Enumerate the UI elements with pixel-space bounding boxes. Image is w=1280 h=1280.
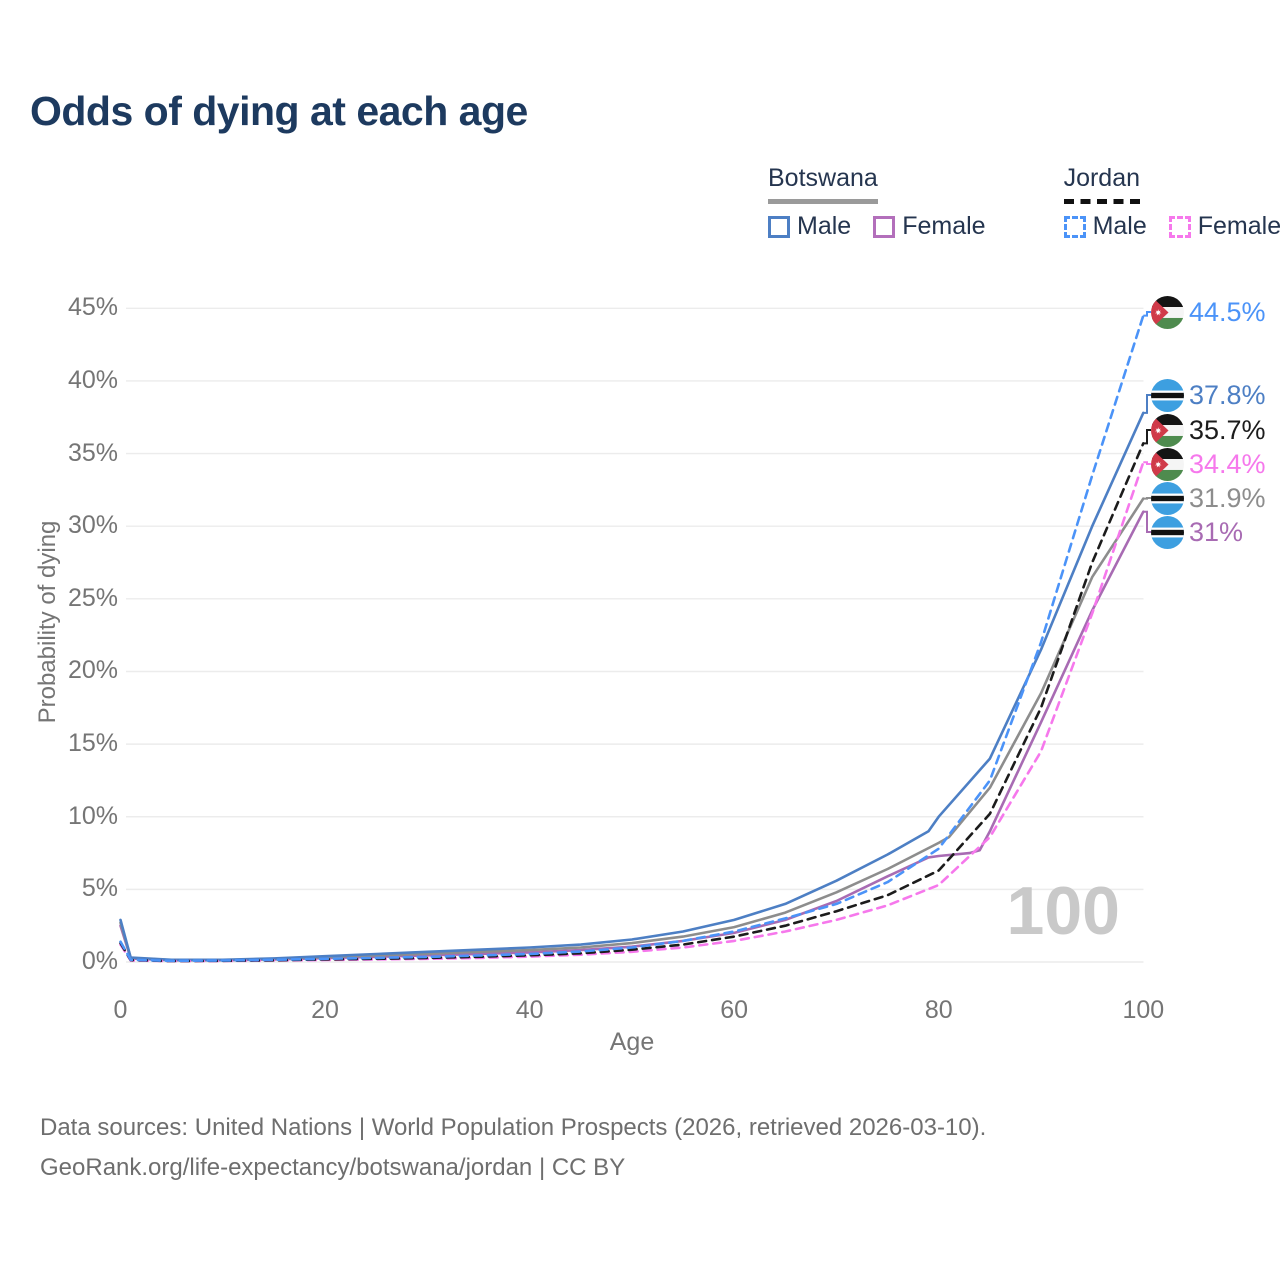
- jordan-female-swatch: [1168, 215, 1191, 238]
- botswana-male-swatch: [768, 215, 790, 238]
- page-title: Odds of dying at each age: [30, 88, 528, 134]
- end-label-value: 44.5%: [1189, 296, 1266, 327]
- legend-label: Female: [902, 212, 986, 240]
- x-tick-label: 20: [311, 996, 339, 1024]
- y-tick-label: 40%: [67, 365, 118, 394]
- jordan-flag-icon: [1151, 295, 1184, 329]
- legend-label: Female: [1197, 212, 1280, 240]
- legend-label: Male: [1092, 212, 1147, 240]
- y-tick-label: 45%: [67, 293, 118, 322]
- botswana-female-swatch: [873, 215, 896, 238]
- y-tick-label: 0%: [81, 947, 118, 975]
- end-label-jordan-female: 34.4%: [1151, 447, 1266, 481]
- x-axis-title: Age: [609, 1028, 655, 1056]
- botswana-flag-icon: [1151, 481, 1184, 515]
- legend-item-jordan-male: Male: [1063, 212, 1147, 241]
- line-jordan-both[interactable]: [119, 442, 1145, 963]
- x-tick-label: 100: [1122, 996, 1165, 1024]
- end-label-value: 37.8%: [1189, 379, 1266, 410]
- end-label-jordan-male: 44.5%: [1151, 295, 1266, 329]
- end-label-connector: [1143, 311, 1151, 317]
- x-tick-label: 60: [720, 996, 749, 1024]
- legend-label: Male: [797, 212, 852, 240]
- footer-link: GeoRank.org/life-expectancy/botswana/jor…: [40, 1154, 626, 1181]
- legend-item-botswana-female: Female: [873, 212, 986, 241]
- y-tick-label: 20%: [67, 656, 118, 685]
- end-label-connector: [1143, 394, 1151, 414]
- line-jordan-female[interactable]: [119, 460, 1145, 963]
- footer-sources: Data sources: United Nations | World Pop…: [40, 1114, 987, 1141]
- end-label-botswana-male: 37.8%: [1151, 378, 1266, 412]
- legend-group-botswana: Botswana Male Female: [768, 164, 986, 241]
- x-tick-label: 40: [515, 996, 544, 1024]
- legend-item-botswana-male: Male: [768, 212, 851, 241]
- end-label-value: 35.7%: [1189, 414, 1266, 445]
- jordan-male-swatch: [1063, 215, 1086, 238]
- hover-age-watermark: 100: [1006, 873, 1120, 949]
- x-tick-label: 0: [113, 996, 128, 1024]
- legend-item-jordan-female: Female: [1168, 212, 1280, 241]
- legend-country-jordan: Jordan: [1063, 164, 1141, 204]
- end-label-value: 31%: [1189, 516, 1244, 547]
- end-label-connector: [1143, 497, 1151, 500]
- legend-country-botswana: Botswana: [768, 164, 878, 204]
- y-tick-label: 15%: [67, 729, 118, 758]
- y-tick-label: 10%: [67, 801, 118, 830]
- end-label-botswana-both: 31.9%: [1151, 481, 1266, 515]
- legend-group-jordan: Jordan Male Female: [1063, 164, 1280, 241]
- end-label-connector: [1143, 510, 1151, 533]
- y-tick-label: 5%: [81, 874, 118, 903]
- end-label-connector: [1143, 429, 1151, 445]
- end-label-value: 34.4%: [1189, 448, 1266, 479]
- botswana-flag-icon: [1151, 515, 1184, 549]
- y-tick-label: 25%: [67, 583, 118, 612]
- y-axis-title: Probability of dying: [34, 520, 61, 724]
- x-tick-label: 80: [924, 996, 953, 1024]
- end-label-value: 31.9%: [1189, 482, 1266, 513]
- end-label-jordan-both: 35.7%: [1151, 413, 1266, 447]
- jordan-flag-icon: [1151, 447, 1184, 481]
- y-tick-label: 30%: [67, 511, 118, 540]
- end-label-botswana-female: 31%: [1151, 515, 1244, 549]
- line-jordan-male[interactable]: [119, 314, 1145, 963]
- end-label-connector: [1143, 461, 1151, 465]
- botswana-flag-icon: [1151, 378, 1184, 412]
- y-tick-label: 35%: [67, 438, 118, 467]
- legend: Botswana Male Female Jordan Male Female: [768, 164, 1280, 241]
- footer: Data sources: United Nations | World Pop…: [40, 1108, 986, 1188]
- jordan-flag-icon: [1151, 413, 1184, 447]
